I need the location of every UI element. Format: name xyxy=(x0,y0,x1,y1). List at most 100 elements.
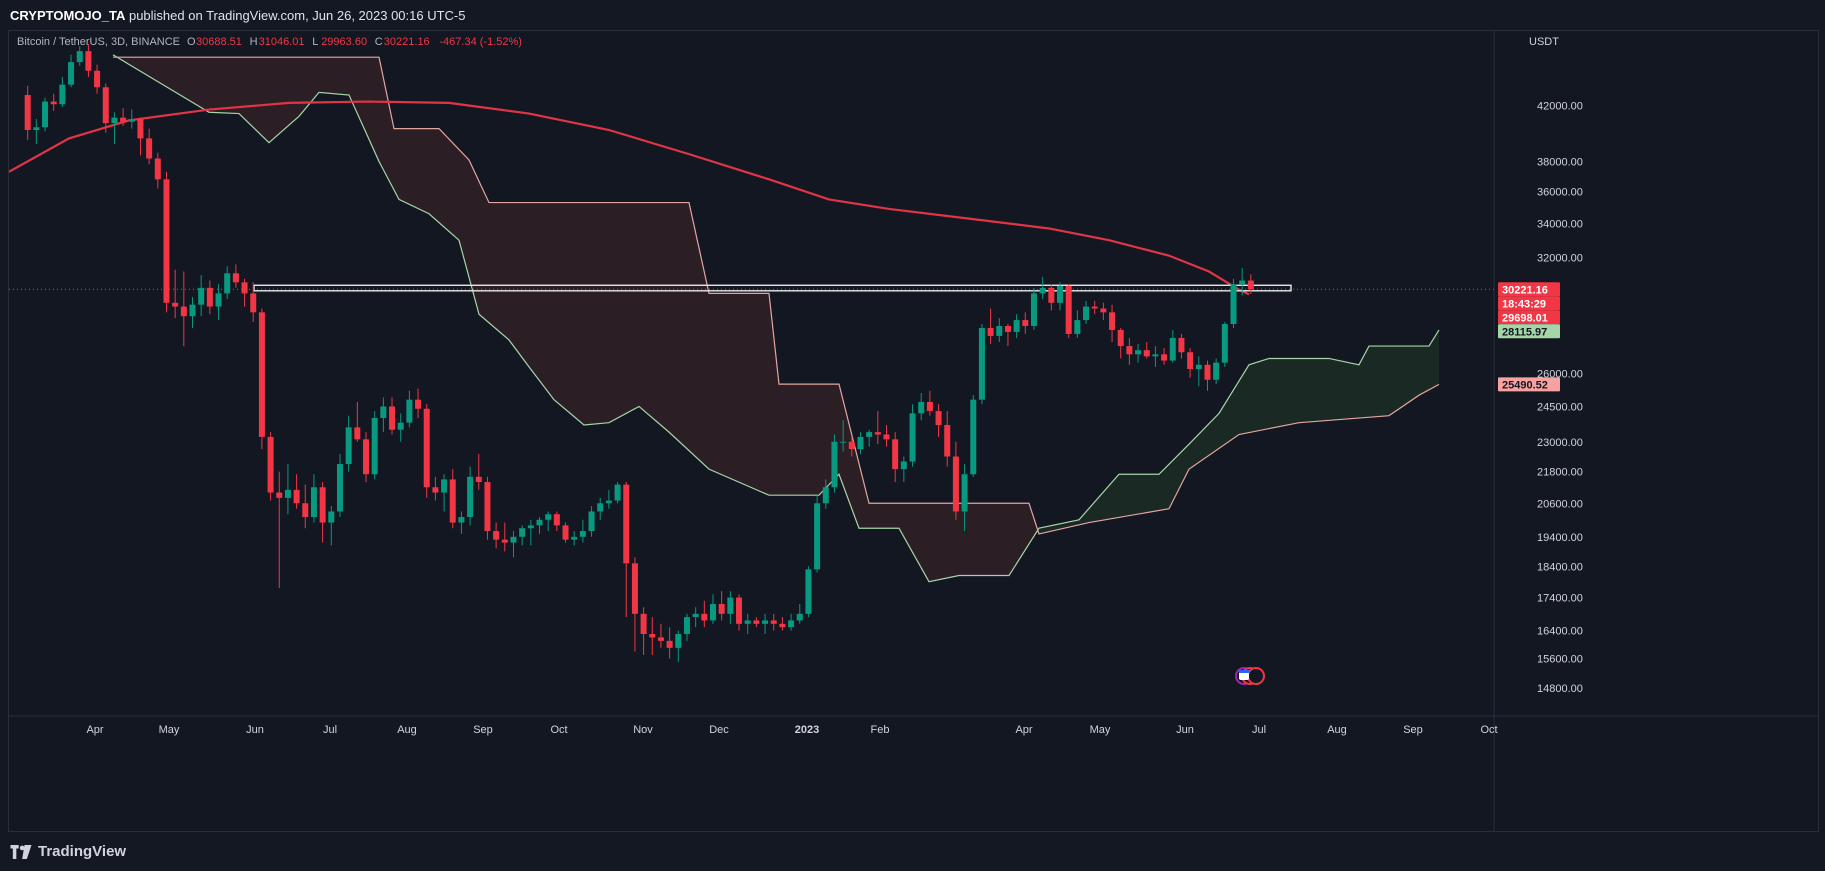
candle-body xyxy=(649,633,656,638)
candle-body xyxy=(102,87,109,124)
candle xyxy=(1169,329,1176,363)
price-tick-label: 15600.00 xyxy=(1537,654,1583,666)
publisher-name[interactable]: CRYPTOMOJO_TA xyxy=(10,8,126,23)
chart-frame[interactable]: Bitcoin / TetherUS, 3D, BINANCE O 30688.51… xyxy=(8,30,1819,832)
candle-body xyxy=(562,525,569,540)
candle-body xyxy=(406,399,413,423)
price-tick-label: 34000.00 xyxy=(1537,219,1583,231)
candle-body xyxy=(310,487,317,517)
candle xyxy=(623,482,630,618)
candle xyxy=(996,318,1003,342)
candle xyxy=(1109,304,1116,342)
candle-body xyxy=(128,119,135,122)
time-tick-label: May xyxy=(1090,724,1111,736)
candle-body xyxy=(1152,354,1159,357)
candle-body xyxy=(1109,312,1116,330)
candle xyxy=(978,324,985,405)
candle xyxy=(389,397,396,435)
candle xyxy=(59,77,66,107)
candle-body xyxy=(1135,350,1142,355)
candle xyxy=(458,511,465,534)
candle xyxy=(1030,287,1037,330)
candle xyxy=(475,454,482,490)
price-badge-text: 18:43:29 xyxy=(1502,298,1546,310)
ichimoku-cloud xyxy=(112,54,1440,583)
candle xyxy=(614,482,621,504)
time-tick-label: Jul xyxy=(1252,724,1266,736)
candle-body xyxy=(215,293,222,307)
candle xyxy=(536,516,543,534)
candle-body xyxy=(571,536,578,540)
candle xyxy=(545,511,552,532)
candle-body xyxy=(553,514,560,526)
candle xyxy=(1117,327,1124,359)
candle xyxy=(163,171,170,313)
candle xyxy=(831,434,838,493)
candle-body xyxy=(1239,280,1246,285)
ohlc-key-o: O xyxy=(187,36,196,48)
time-tick-label: 2023 xyxy=(795,724,819,736)
candle xyxy=(293,474,300,509)
candle xyxy=(501,522,508,552)
candle xyxy=(952,441,959,520)
candle xyxy=(423,404,430,498)
candle xyxy=(310,474,317,523)
candle-body xyxy=(198,287,205,305)
candle-body xyxy=(545,514,552,520)
ohlc-key-c: C xyxy=(375,36,383,48)
chart-legend: Bitcoin / TetherUS, 3D, BINANCE O 30688.51… xyxy=(17,36,522,48)
candle-body xyxy=(1143,350,1150,357)
price-tick-label: 24500.00 xyxy=(1537,401,1583,413)
event-markers xyxy=(1235,667,1265,685)
us-flag-canton xyxy=(1239,670,1249,673)
candle-body xyxy=(692,613,699,618)
ohlc-key-l: L xyxy=(312,36,318,48)
candle-body xyxy=(683,617,690,634)
candle-body xyxy=(1013,320,1020,332)
candle xyxy=(380,397,387,433)
time-tick-label: Apr xyxy=(1015,724,1032,736)
candle xyxy=(1126,337,1133,365)
candle-body xyxy=(163,179,170,303)
candle xyxy=(1161,348,1168,365)
candle-body xyxy=(85,51,92,71)
ohlc-change: -467.34 (-1.52%) xyxy=(439,36,522,48)
candle-body xyxy=(519,528,526,537)
ohlc-value-c: 30221.16 xyxy=(384,36,430,48)
candle-body xyxy=(701,613,708,621)
candle-body xyxy=(822,487,829,504)
price-chart[interactable]: Bitcoin / TetherUS, 3D, BINANCE O 30688.51… xyxy=(9,31,1818,831)
candle-body xyxy=(449,479,456,523)
tradingview-footer[interactable]: TradingView xyxy=(10,843,126,860)
candle-body xyxy=(1022,320,1029,326)
candle xyxy=(241,278,248,307)
candle-body xyxy=(1030,293,1037,326)
candle-body xyxy=(935,411,942,426)
candle xyxy=(762,613,769,634)
candle xyxy=(770,613,777,631)
candle-body xyxy=(866,432,873,437)
price-badge xyxy=(1498,282,1560,297)
candle-body xyxy=(527,525,534,529)
candle-body xyxy=(831,441,838,488)
candle-body xyxy=(493,531,500,540)
candle-body xyxy=(276,492,283,498)
candle-body xyxy=(987,327,994,336)
time-tick-label: Feb xyxy=(871,724,890,736)
candle xyxy=(267,432,274,501)
candle xyxy=(50,93,57,111)
candle xyxy=(710,594,716,624)
candle xyxy=(571,531,578,546)
candle-body xyxy=(970,399,977,475)
candle-body xyxy=(94,70,101,88)
candle-body xyxy=(640,613,647,634)
candle xyxy=(727,591,734,624)
ohlc-value-h: 31046.01 xyxy=(259,36,305,48)
candle-body xyxy=(1195,364,1202,370)
publisher-line: CRYPTOMOJO_TA published on TradingView.c… xyxy=(10,8,466,23)
candle xyxy=(1091,300,1098,315)
candle xyxy=(137,117,144,156)
candle-body xyxy=(1091,306,1098,309)
ohlc-key-h: H xyxy=(250,36,258,48)
candle-body xyxy=(1187,352,1194,370)
